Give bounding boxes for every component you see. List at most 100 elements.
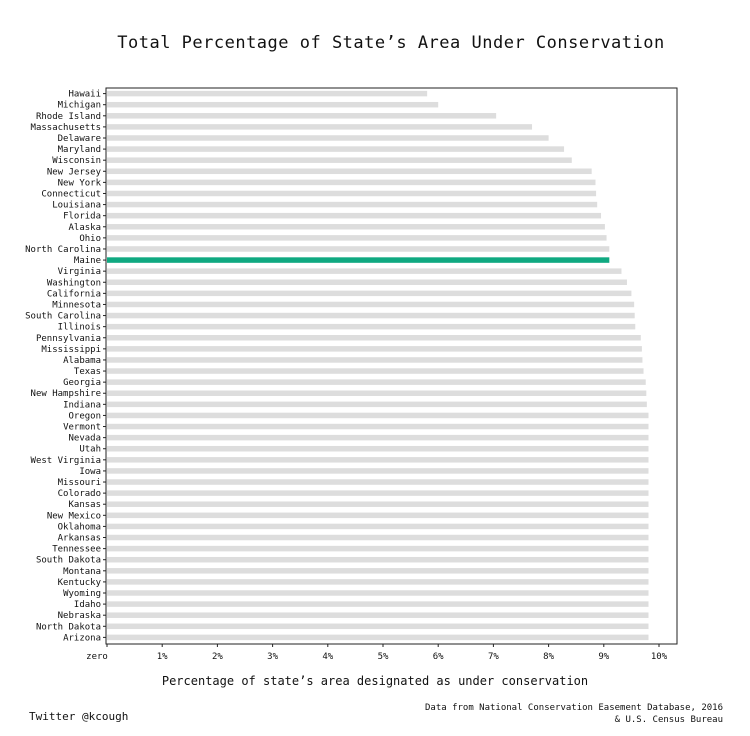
bar-massachusetts: [107, 124, 533, 130]
x-tick-label: 8%: [543, 652, 554, 662]
bar-texas: [107, 368, 644, 374]
y-tick-label-illinois: Illinois: [58, 323, 101, 333]
y-tick-label-iowa: Iowa: [79, 467, 101, 477]
y-tick-label-texas: Texas: [74, 367, 101, 377]
y-tick-label-connecticut: Connecticut: [41, 189, 101, 199]
bar-utah: [107, 445, 649, 452]
bar-pennsylvania: [107, 335, 641, 341]
y-tick-label-oregon: Oregon: [68, 411, 101, 421]
x-tick-label: 3%: [267, 652, 278, 662]
bar-washington: [107, 279, 627, 286]
y-tick-label-new-hampshire: New Hampshire: [31, 389, 101, 399]
y-tick-label-wisconsin: Wisconsin: [52, 156, 101, 166]
bar-iowa: [107, 468, 649, 474]
bar-montana: [107, 568, 649, 574]
y-tick-label-west-virginia: West Virginia: [31, 456, 101, 466]
y-tick-label-indiana: Indiana: [63, 400, 101, 410]
y-tick-label-virginia: Virginia: [58, 267, 101, 277]
bar-arkansas: [107, 534, 649, 541]
bar-rhode-island: [107, 113, 497, 119]
data-source-note: Data from National Conservation Easement…: [425, 702, 723, 726]
bar-louisiana: [107, 201, 598, 208]
x-tick-label: 10%: [651, 652, 668, 662]
bar-vermont: [107, 423, 649, 430]
x-tick-label: 9%: [598, 652, 609, 662]
bar-maine: [107, 257, 610, 263]
bar-new-mexico: [107, 512, 649, 519]
y-tick-label-kansas: Kansas: [68, 500, 101, 510]
bars-layer: [107, 90, 649, 641]
y-tick-label-colorado: Colorado: [58, 489, 101, 499]
x-tick-label: 7%: [488, 652, 499, 662]
bar-delaware: [107, 135, 549, 141]
x-tick-labels: zero 1% 2% 3% 4% 5% 6% 7% 8% 9% 10%: [86, 644, 668, 662]
bar-hawaii: [107, 90, 428, 97]
bar-georgia: [107, 379, 646, 385]
y-tick-label-maryland: Maryland: [58, 145, 101, 155]
bar-minnesota: [107, 301, 635, 308]
y-tick-label-idaho: Idaho: [74, 600, 101, 610]
source-line-1: Data from National Conservation Easement…: [424, 703, 723, 713]
twitter-credit: Twitter @kcough: [29, 710, 129, 723]
y-tick-label-washington: Washington: [47, 278, 101, 288]
bar-connecticut: [107, 190, 597, 197]
source-line-2: & U.S. Census Bureau: [614, 715, 723, 725]
bar-south-carolina: [107, 312, 635, 319]
y-tick-label-tennessee: Tennessee: [52, 545, 101, 555]
y-tick-label-new-jersey: New Jersey: [47, 167, 102, 177]
bar-illinois: [107, 323, 636, 330]
y-tick-label-michigan: Michigan: [58, 101, 101, 111]
bar-west-virginia: [107, 457, 649, 463]
bar-kansas: [107, 501, 649, 507]
bar-virginia: [107, 268, 622, 274]
bar-nebraska: [107, 612, 649, 618]
bar-oklahoma: [107, 523, 649, 530]
y-tick-label-arkansas: Arkansas: [58, 534, 101, 544]
y-tick-label-alaska: Alaska: [68, 223, 101, 233]
bar-colorado: [107, 490, 649, 496]
bar-kentucky: [107, 579, 649, 585]
bar-wyoming: [107, 590, 649, 596]
y-tick-label-montana: Montana: [63, 567, 101, 577]
y-tick-label-alabama: Alabama: [63, 356, 101, 366]
bar-north-carolina: [107, 246, 610, 252]
x-tick-label: 6%: [433, 652, 444, 662]
bar-michigan: [107, 101, 439, 108]
y-tick-label-arizona: Arizona: [63, 633, 101, 643]
bar-new-jersey: [107, 168, 592, 175]
bar-ohio: [107, 235, 607, 241]
bar-missouri: [107, 479, 649, 485]
y-tick-label-delaware: Delaware: [58, 134, 101, 144]
bar-california: [107, 290, 632, 297]
y-tick-label-nebraska: Nebraska: [58, 611, 101, 621]
bar-alabama: [107, 357, 643, 363]
x-tick-label: zero: [86, 652, 108, 662]
y-tick-label-wyoming: Wyoming: [63, 589, 101, 599]
bar-florida: [107, 212, 602, 219]
y-tick-label-missouri: Missouri: [58, 478, 101, 488]
bar-south-dakota: [107, 556, 649, 563]
bar-idaho: [107, 601, 649, 607]
y-tick-label-north-carolina: North Carolina: [25, 245, 101, 255]
bar-tennessee: [107, 545, 649, 552]
y-tick-label-rhode-island: Rhode Island: [36, 112, 101, 122]
bar-mississippi: [107, 346, 642, 352]
bar-maryland: [107, 146, 565, 152]
y-tick-label-hawaii: Hawaii: [68, 90, 101, 100]
chart-title: Total Percentage of State’s Area Under C…: [117, 33, 665, 53]
bar-new-hampshire: [107, 390, 647, 396]
x-tick-label: 1%: [157, 652, 168, 662]
y-tick-label-new-mexico: New Mexico: [47, 511, 101, 521]
y-tick-label-minnesota: Minnesota: [52, 300, 101, 310]
bar-wisconsin: [107, 157, 572, 163]
x-tick-label: 5%: [378, 652, 389, 662]
y-tick-label-utah: Utah: [79, 445, 101, 455]
x-axis-label: Percentage of state’s area designated as…: [161, 674, 589, 688]
y-tick-label-new-york: New York: [58, 178, 102, 188]
bar-alaska: [107, 224, 605, 230]
y-tick-label-south-carolina: South Carolina: [25, 312, 101, 322]
y-tick-label-vermont: Vermont: [63, 423, 101, 433]
y-tick-label-louisiana: Louisiana: [52, 201, 101, 211]
